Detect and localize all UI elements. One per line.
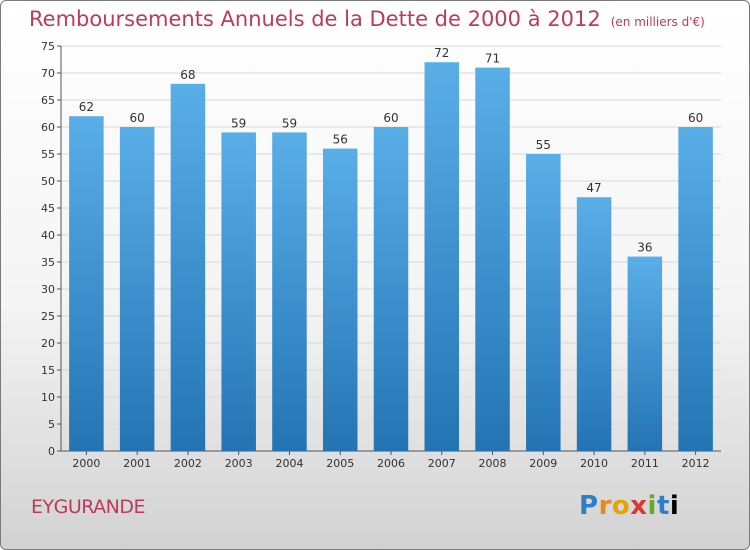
value-label-2012: 60 [688,111,703,125]
bar-2008 [475,67,510,451]
x-tick-label-2003: 2003 [225,457,253,470]
proxiti-logo: Proxiti [579,491,680,521]
y-tick-label: 45 [41,202,55,215]
value-label-2007: 72 [434,46,449,60]
bar-2002 [170,83,206,452]
y-tick-label: 20 [41,337,55,350]
x-tick-label-2004: 2004 [275,457,303,470]
x-tick-label-2012: 2012 [682,457,710,470]
data-labels: 62 60 68 59 59 56 60 72 71 55 47 36 60 [79,46,704,254]
bar-2010 [576,197,612,451]
y-tick-label: 5 [48,418,55,431]
x-tick-label-2002: 2002 [174,457,202,470]
value-label-2006: 60 [383,111,398,125]
y-tick-label: 75 [41,40,55,53]
value-label-2002: 68 [180,68,195,82]
x-tick-label-2007: 2007 [428,457,456,470]
y-tick-label: 70 [41,67,55,80]
bar-2004 [272,132,307,451]
bar-2011 [627,256,663,451]
value-label-2008: 71 [485,52,500,66]
value-label-2000: 62 [79,100,94,114]
x-tick-label-2011: 2011 [631,457,659,470]
value-label-2009: 55 [536,138,551,152]
chart-title-text: Remboursements Annuels de la Dette de 20… [29,7,601,31]
value-label-2011: 36 [637,241,652,255]
x-tick-label-2008: 2008 [479,457,507,470]
x-tick-label-2006: 2006 [377,457,405,470]
x-tick-label-2000: 2000 [72,457,100,470]
value-label-2004: 59 [282,116,297,130]
place-name: EYGURANDE [31,496,146,518]
x-tick-label-2010: 2010 [580,457,608,470]
bar-2012 [678,127,713,451]
bar-2003 [221,132,256,451]
y-tick-label: 60 [41,121,55,134]
value-label-2005: 56 [333,133,348,147]
chart-unit-label: (en milliers d'€) [610,15,705,29]
y-tick-label: 35 [41,256,55,269]
value-label-2003: 59 [231,116,246,130]
bar-2000 [69,116,104,451]
x-tick-label-2005: 2005 [326,457,354,470]
y-tick-label: 10 [41,391,55,404]
bar-2001 [119,127,155,451]
bar-2006 [373,127,409,451]
bar-2007 [424,62,460,451]
y-tick-label: 15 [41,364,55,377]
bar-2009 [526,154,561,451]
y-tick-label: 25 [41,310,55,323]
y-tick-label: 30 [41,283,55,296]
bar-2005 [322,148,358,451]
value-label-2001: 60 [130,111,145,125]
chart-title: Remboursements Annuels de la Dette de 20… [29,7,705,31]
y-tick-label: 50 [41,175,55,188]
y-tick-label: 40 [41,229,55,242]
value-label-2010: 47 [586,181,601,195]
y-tick-label: 65 [41,94,55,107]
x-tick-label-2001: 2001 [123,457,151,470]
y-tick-label: 55 [41,148,55,161]
bars [69,62,713,452]
y-tick-label: 0 [48,445,55,458]
x-tick-label-2009: 2009 [529,457,557,470]
